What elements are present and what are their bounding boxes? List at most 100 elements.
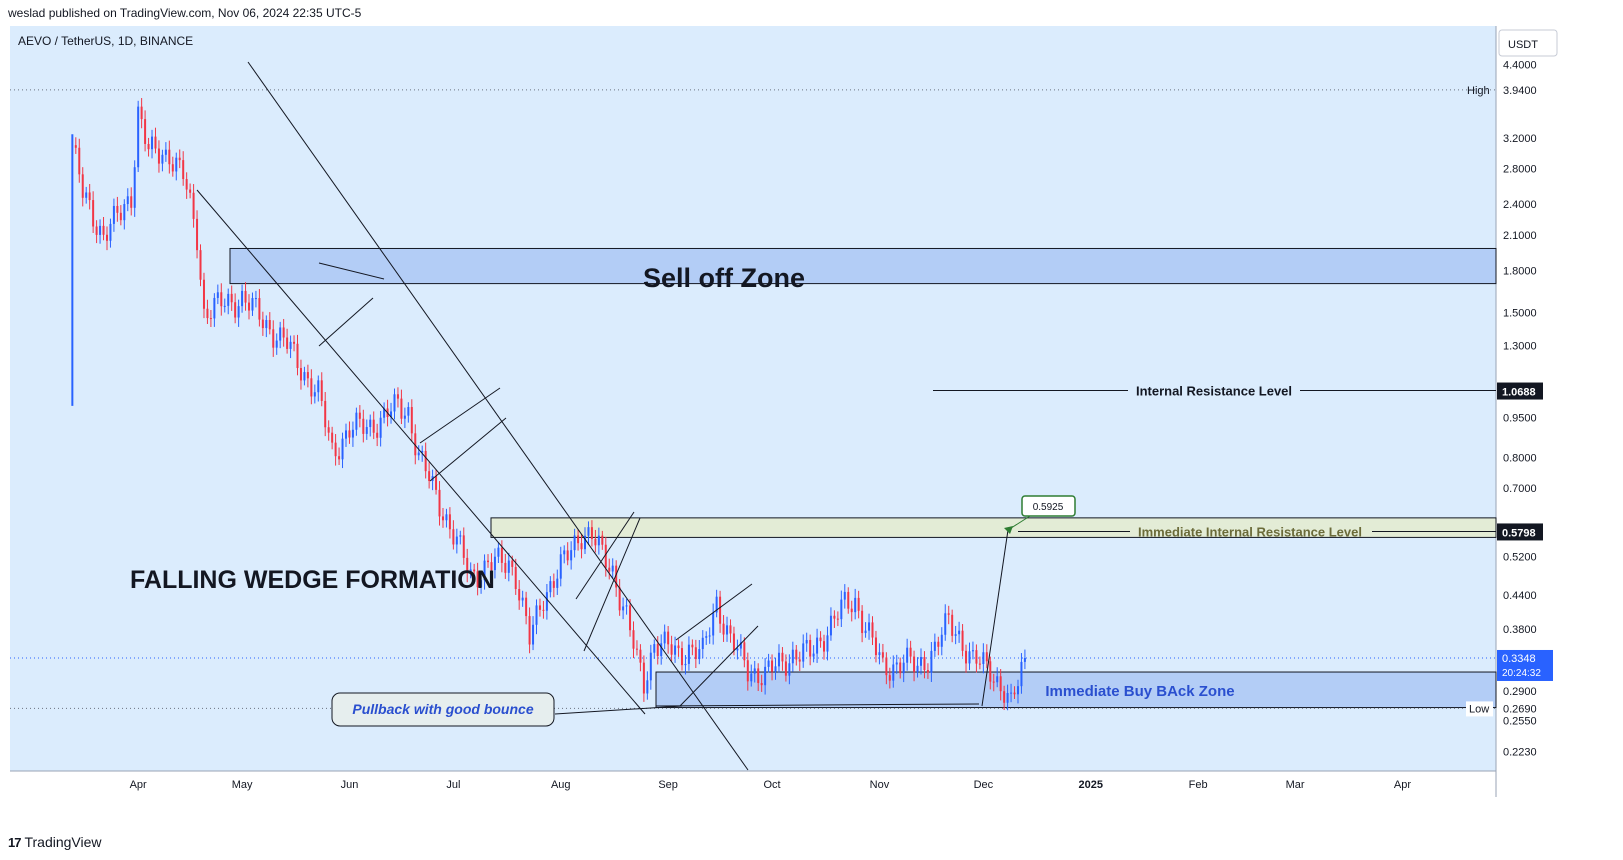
candle-body — [989, 661, 992, 682]
candle-body — [497, 547, 500, 557]
candle-body — [78, 147, 81, 175]
candle-body — [899, 662, 902, 674]
candle-body — [473, 569, 476, 572]
target-arrow-icon — [1004, 526, 1013, 534]
candle-body — [518, 589, 521, 601]
candle-body — [833, 615, 836, 619]
candle-body — [400, 398, 403, 419]
candle-body — [317, 380, 320, 393]
candle-body — [687, 644, 690, 664]
candle-body — [421, 450, 424, 453]
x-tick-label: Apr — [1394, 779, 1411, 791]
candle-body — [674, 645, 677, 655]
candle-body — [525, 597, 528, 617]
candle-body — [1006, 693, 1009, 703]
y-tick-label: 0.3800 — [1503, 624, 1537, 636]
candle-body — [771, 660, 774, 672]
x-tick-label: Apr — [130, 779, 147, 791]
currency-button[interactable] — [1498, 29, 1558, 57]
candle-body — [646, 680, 649, 694]
candle-body — [144, 119, 147, 144]
candle-body — [119, 212, 122, 221]
target-projection-line — [981, 529, 1009, 707]
candle-body — [660, 643, 663, 657]
candle-body — [521, 597, 524, 601]
candle-body — [923, 657, 926, 671]
candle-body — [137, 106, 140, 168]
candle-body — [656, 644, 659, 657]
high-label: High — [1467, 85, 1490, 97]
target-price-label: 0.5925 — [1033, 502, 1064, 513]
candle-body — [376, 432, 379, 438]
candle-body — [611, 565, 614, 572]
candle-body — [459, 535, 462, 537]
candle-body — [348, 430, 351, 438]
trendline — [429, 417, 507, 482]
candle-body — [331, 432, 334, 443]
candle-body — [476, 571, 479, 588]
candle-body — [227, 293, 230, 306]
plot-background — [10, 26, 1496, 771]
candle-body — [462, 535, 465, 558]
candle-body — [563, 550, 566, 555]
y-tick-label: 4.4000 — [1503, 59, 1537, 71]
candle-body — [892, 664, 895, 681]
candle-body — [701, 637, 704, 650]
candle-body — [649, 652, 652, 681]
candle-body — [795, 649, 798, 660]
candle-body — [739, 642, 742, 649]
candle-body — [448, 514, 451, 530]
candle-body — [157, 148, 160, 164]
x-tick-label: Nov — [870, 779, 890, 791]
candle-body — [556, 578, 559, 588]
candle-body — [608, 567, 611, 572]
trendline — [583, 517, 641, 652]
candle-body — [708, 635, 711, 637]
candle-body — [206, 308, 209, 319]
candle-body — [528, 616, 531, 645]
candle-body — [826, 635, 829, 652]
candle-body — [196, 218, 199, 251]
candle-body — [975, 650, 978, 664]
candle-body — [147, 143, 150, 150]
candle-body — [996, 676, 999, 683]
candle-body — [383, 408, 386, 418]
candle-body — [784, 661, 787, 676]
low-label: Low — [1469, 703, 1489, 715]
candle-body — [410, 407, 413, 434]
candle-body — [469, 569, 472, 573]
candle-body — [296, 343, 299, 369]
candle-body — [282, 327, 285, 338]
candle-body — [868, 622, 871, 631]
low-tag — [1498, 700, 1542, 717]
candle-body — [629, 605, 632, 631]
candle-body — [944, 613, 947, 635]
pullback-callout — [331, 692, 555, 727]
candle-body — [365, 427, 368, 434]
candle-body — [313, 392, 316, 397]
candle-body — [185, 179, 188, 190]
candle-body — [985, 652, 988, 662]
trendline — [575, 511, 635, 600]
candle-body — [109, 223, 112, 241]
candle-body — [279, 327, 282, 341]
candle-body — [840, 599, 843, 620]
candle-body — [254, 298, 257, 300]
candle-body — [798, 659, 801, 662]
x-tick-label: Mar — [1286, 779, 1305, 791]
candle-body — [940, 634, 943, 647]
candle-body — [653, 644, 656, 653]
y-tick-label: 0.2900 — [1503, 686, 1537, 698]
candle-body — [947, 613, 950, 615]
candle-body — [286, 337, 289, 349]
y-tick-label: 0.8000 — [1503, 452, 1537, 464]
candle-body — [532, 624, 535, 645]
candle-body — [487, 560, 490, 563]
candle-body — [992, 681, 995, 683]
candle-body — [393, 394, 396, 412]
tradingview-logo: 17 TradingView — [8, 834, 102, 850]
y-tick-label: 2.4000 — [1503, 199, 1537, 211]
candle-body — [248, 302, 251, 311]
candle-body — [483, 560, 486, 581]
